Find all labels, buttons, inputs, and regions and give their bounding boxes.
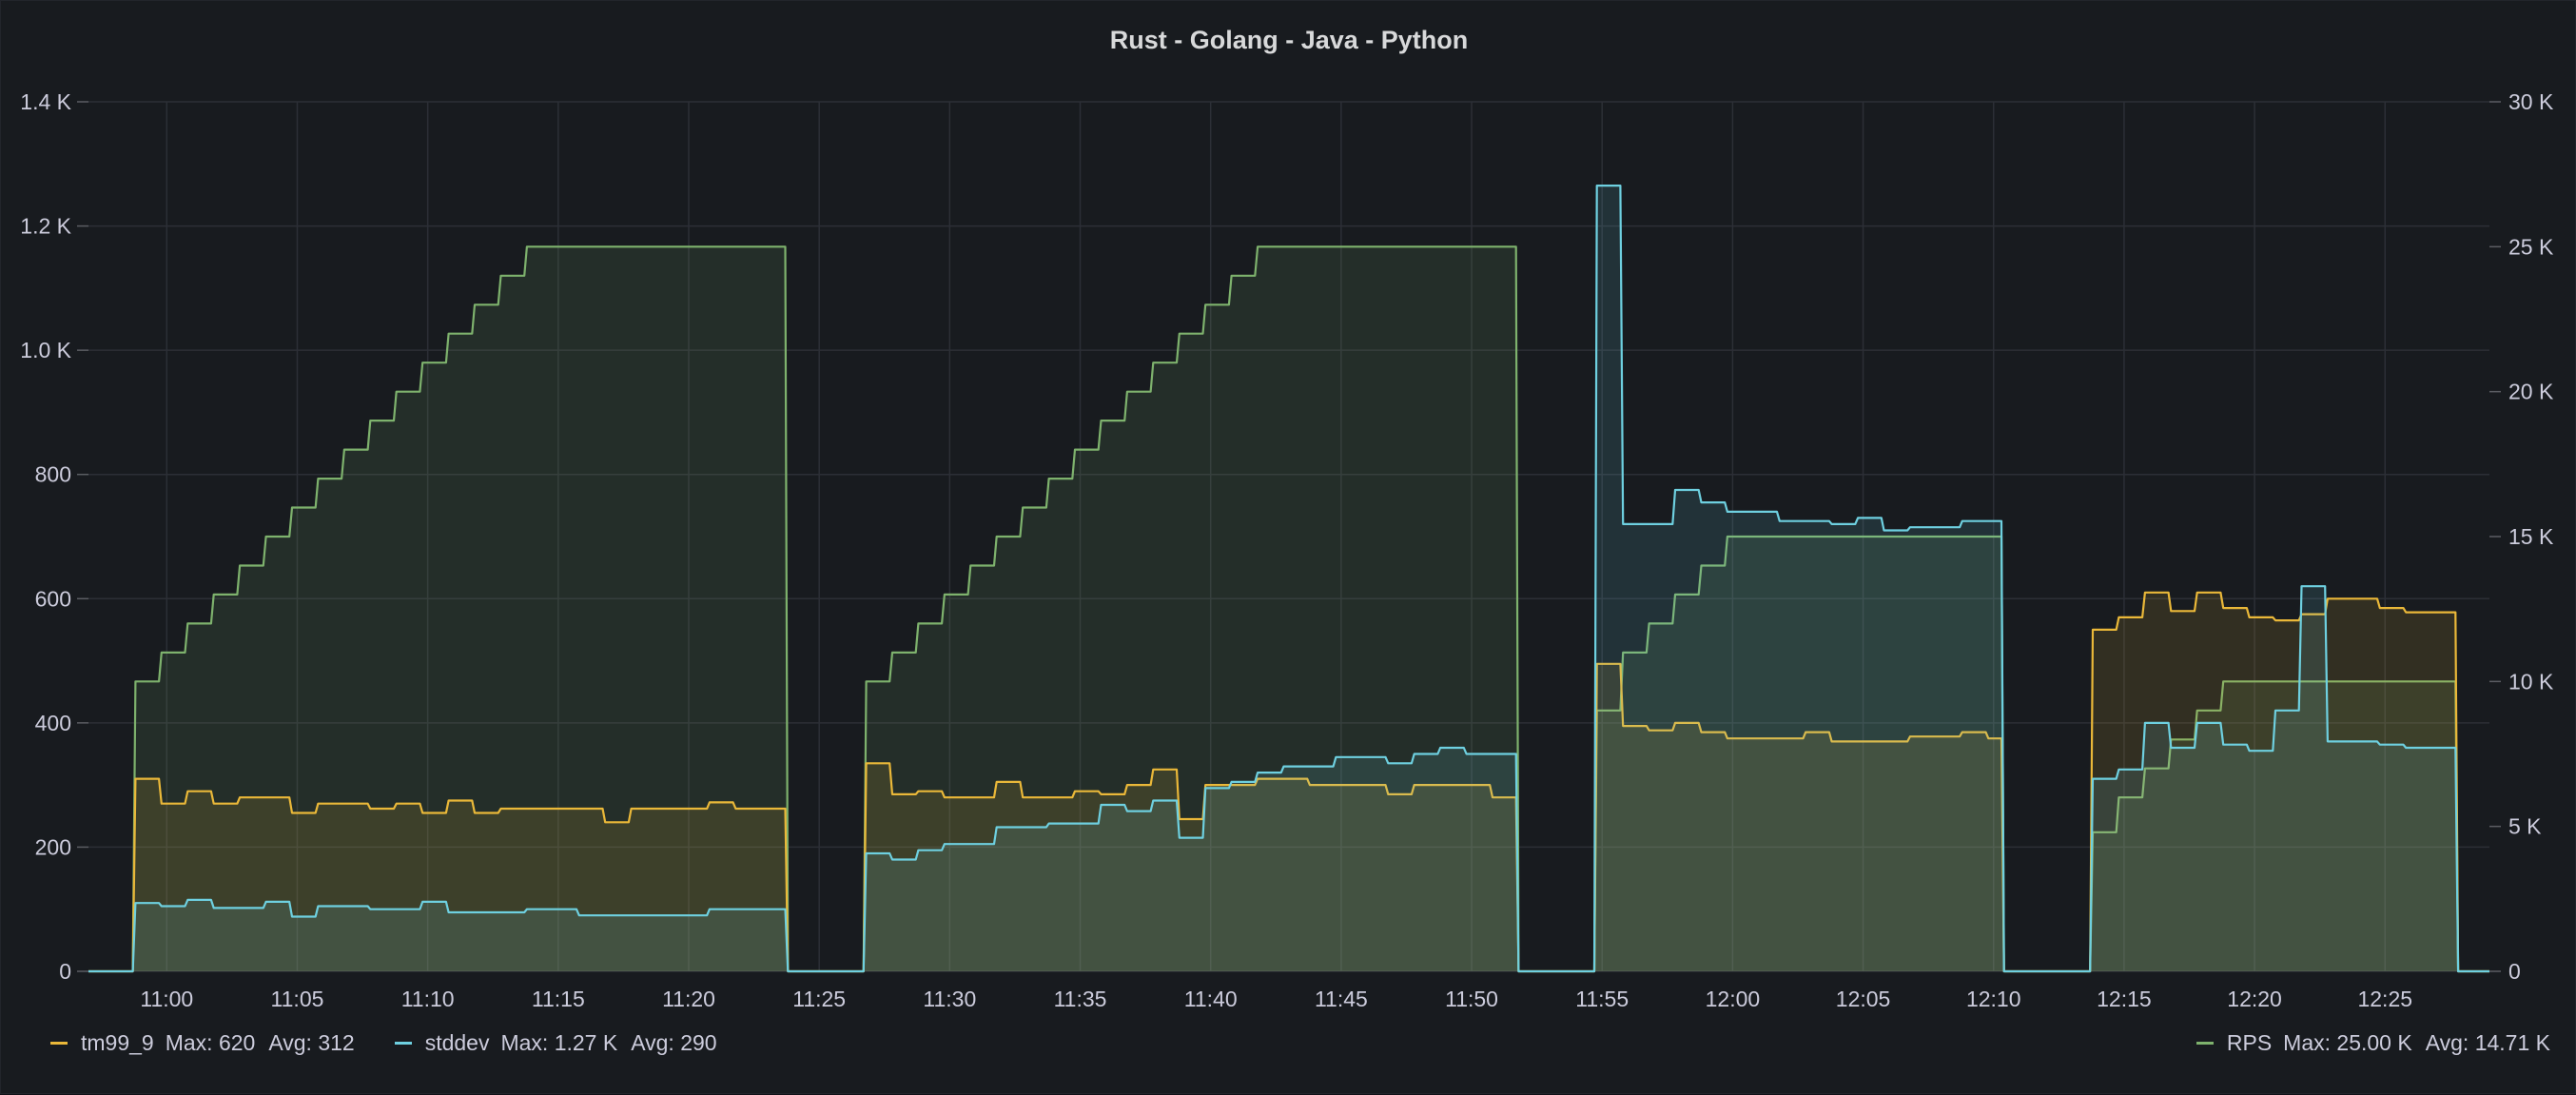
legend-swatch-stddev [394, 1042, 412, 1045]
y-tick-label-left: 0 [59, 959, 71, 984]
y-tick-label-left: 800 [35, 462, 71, 487]
series-area-tm99-9 [88, 592, 2489, 971]
x-tick-label: 11:15 [532, 987, 585, 1011]
x-tick-label: 12:15 [2097, 987, 2152, 1011]
legend-max: Max: 1.27 K [500, 1030, 618, 1055]
legend-item-stddev[interactable]: stddev Max: 1.27 K Avg: 290 [394, 1030, 731, 1056]
x-tick-label: 11:55 [1575, 987, 1629, 1011]
x-tick-label: 11:25 [792, 987, 846, 1011]
x-tick-label: 11:05 [271, 987, 324, 1011]
x-tick-label: 12:10 [1966, 987, 2021, 1011]
legend-swatch-rps [2195, 1042, 2214, 1045]
series-line-tm99-9 [88, 591, 2489, 973]
series-area-stddev [88, 186, 2489, 972]
legend-max: Max: 620 [165, 1030, 256, 1055]
y-tick-label-right: 15 K [2508, 524, 2554, 549]
legend-max: Max: 25.00 K [2283, 1030, 2412, 1055]
x-tick-label: 12:05 [1836, 987, 1891, 1011]
y-axis-right: 0 5 K 10 K 15 K 20 K 25 K 30 K [2489, 89, 2554, 984]
y-tick-label-left: 1.0 K [20, 338, 71, 362]
y-tick-label-left: 400 [35, 711, 71, 735]
x-tick-label: 12:25 [2357, 987, 2412, 1011]
x-axis: 11:00 11:05 11:10 11:15 11:20 11:25 11:30 11:35… [140, 987, 2412, 1011]
legend-item-rps[interactable]: RPS Max: 25.00 K Avg: 14.71 K [2195, 1030, 2550, 1056]
y-axis-left: 0 200 400 600 800 1.0 K 1.2 K 1.4 K [20, 89, 88, 984]
x-tick-label: 11:35 [1054, 987, 1107, 1011]
legend-avg: Avg: 312 [268, 1030, 355, 1055]
x-tick-label: 11:50 [1445, 987, 1498, 1011]
legend-item-tm99-9[interactable]: tm99_9 Max: 620 Avg: 312 [50, 1030, 368, 1056]
y-tick-label-right: 5 K [2508, 814, 2542, 839]
y-tick-label-left: 200 [35, 834, 71, 859]
series-area-rps [88, 246, 2489, 971]
legend-series-name: stddev [424, 1030, 490, 1055]
legend-avg: Avg: 14.71 K [2425, 1030, 2550, 1055]
series-layer [88, 185, 2489, 973]
legend-avg: Avg: 290 [631, 1030, 717, 1055]
legend-series-name: RPS [2226, 1030, 2273, 1055]
y-tick-label-left: 1.4 K [20, 89, 71, 114]
x-tick-label: 11:45 [1315, 987, 1368, 1011]
x-tick-label: 11:00 [140, 987, 193, 1011]
y-tick-label-right: 20 K [2508, 380, 2554, 404]
x-tick-label: 12:00 [1706, 987, 1761, 1011]
x-tick-label: 11:40 [1184, 987, 1238, 1011]
x-tick-label: 12:20 [2227, 987, 2282, 1011]
x-tick-label: 11:20 [662, 987, 715, 1011]
series-line-rps [88, 245, 2489, 973]
legend-right: RPS Max: 25.00 K Avg: 14.71 K [2195, 1030, 2550, 1056]
series-line-stddev [88, 185, 2489, 973]
x-tick-label: 11:30 [923, 987, 976, 1011]
y-tick-label-right: 25 K [2508, 234, 2554, 259]
y-tick-label-right: 30 K [2508, 89, 2554, 114]
x-tick-label: 11:10 [401, 987, 455, 1011]
panel-title: Rust - Golang - Java - Python [1109, 26, 1469, 54]
legend-series-name: tm99_9 [81, 1030, 154, 1055]
y-tick-label-left: 600 [35, 586, 71, 611]
legend-swatch-tm99-9 [50, 1042, 68, 1045]
y-tick-label-right: 10 K [2508, 669, 2554, 694]
legend-left: tm99_9 Max: 620 Avg: 312 stddev Max: 1.2… [50, 1030, 757, 1056]
y-tick-label-left: 1.2 K [20, 214, 71, 239]
y-tick-label-right: 0 [2508, 959, 2521, 984]
